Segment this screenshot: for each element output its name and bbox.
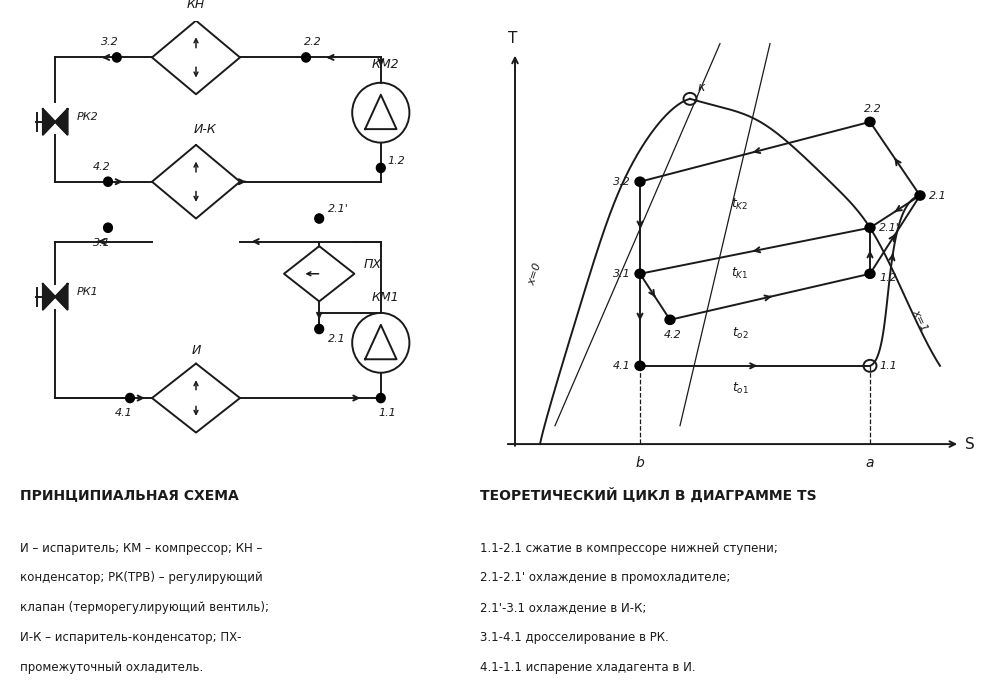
Text: КН: КН xyxy=(187,0,205,12)
Text: 2.2: 2.2 xyxy=(864,104,881,113)
Text: КМ1: КМ1 xyxy=(371,291,399,304)
Text: конденсатор; РК(ТРВ) – регулирующий: конденсатор; РК(ТРВ) – регулирующий xyxy=(20,572,263,585)
Text: $t_{K2}$: $t_{K2}$ xyxy=(731,197,749,212)
Text: РК2: РК2 xyxy=(77,112,99,122)
Text: 1.1: 1.1 xyxy=(879,361,897,371)
Text: 2.1'-3.1 охлаждение в И-К;: 2.1'-3.1 охлаждение в И-К; xyxy=(480,601,646,614)
Circle shape xyxy=(865,117,875,126)
Text: И-К: И-К xyxy=(193,123,216,136)
Text: $t_{o2}$: $t_{o2}$ xyxy=(732,326,748,341)
Circle shape xyxy=(635,269,645,278)
Text: 2.2: 2.2 xyxy=(304,37,321,47)
Text: x=1: x=1 xyxy=(911,307,929,333)
Text: И: И xyxy=(191,344,201,357)
Polygon shape xyxy=(55,109,68,135)
Text: ПХ: ПХ xyxy=(363,258,381,271)
Text: 4.1: 4.1 xyxy=(115,408,132,418)
Text: 4.1: 4.1 xyxy=(613,361,631,371)
Text: x=0: x=0 xyxy=(527,261,543,286)
Text: a: a xyxy=(866,455,874,470)
Text: $t_{K1}$: $t_{K1}$ xyxy=(731,267,749,281)
Text: S: S xyxy=(965,436,975,451)
Polygon shape xyxy=(43,284,55,310)
Text: И – испаритель; КМ – компрессор; КН –: И – испаритель; КМ – компрессор; КН – xyxy=(20,541,262,554)
Text: 4.2: 4.2 xyxy=(93,161,110,172)
Circle shape xyxy=(104,177,112,186)
Circle shape xyxy=(126,394,134,403)
Circle shape xyxy=(665,315,675,324)
Text: И-К – испаритель-конденсатор; ПХ-: И-К – испаритель-конденсатор; ПХ- xyxy=(20,631,242,644)
Text: 1.2: 1.2 xyxy=(387,155,405,166)
Text: 2.1': 2.1' xyxy=(879,223,900,233)
Circle shape xyxy=(635,361,645,370)
Polygon shape xyxy=(43,109,55,135)
Text: 2.1: 2.1 xyxy=(328,334,346,344)
Text: 3.1: 3.1 xyxy=(93,238,110,248)
Circle shape xyxy=(915,191,925,200)
Circle shape xyxy=(865,269,875,278)
Text: 3.1: 3.1 xyxy=(613,269,631,279)
Circle shape xyxy=(635,177,645,186)
Text: 1.2: 1.2 xyxy=(879,273,897,283)
Text: клапан (терморегулирующий вентиль);: клапан (терморегулирующий вентиль); xyxy=(20,601,269,614)
Circle shape xyxy=(112,53,121,62)
Circle shape xyxy=(302,53,310,62)
Text: КМ2: КМ2 xyxy=(371,58,399,71)
Text: к: к xyxy=(698,81,705,94)
Text: $t_{o1}$: $t_{o1}$ xyxy=(732,381,748,396)
Text: ТЕОРЕТИЧЕСКИЙ ЦИКЛ В ДИАГРАММЕ TS: ТЕОРЕТИЧЕСКИЙ ЦИКЛ В ДИАГРАММЕ TS xyxy=(480,488,817,503)
Text: 1.1: 1.1 xyxy=(379,408,396,418)
Text: промежуточный охладитель.: промежуточный охладитель. xyxy=(20,661,203,674)
Text: 3.1-4.1 дросселирование в РК.: 3.1-4.1 дросселирование в РК. xyxy=(480,631,669,644)
Text: 3.2: 3.2 xyxy=(101,37,119,47)
Text: 2.1': 2.1' xyxy=(328,204,349,214)
Polygon shape xyxy=(55,284,68,310)
Text: 2.1: 2.1 xyxy=(929,190,947,201)
Text: 4.1-1.1 испарение хладагента в И.: 4.1-1.1 испарение хладагента в И. xyxy=(480,661,696,674)
Text: 2.1-2.1' охлаждение в промохладителе;: 2.1-2.1' охлаждение в промохладителе; xyxy=(480,572,730,585)
Text: ПРИНЦИПИАЛЬНАЯ СХЕМА: ПРИНЦИПИАЛЬНАЯ СХЕМА xyxy=(20,488,239,502)
Text: 1.1-2.1 сжатие в компрессоре нижней ступени;: 1.1-2.1 сжатие в компрессоре нижней ступ… xyxy=(480,541,778,554)
Circle shape xyxy=(376,164,385,172)
Text: РК1: РК1 xyxy=(77,287,99,297)
Circle shape xyxy=(315,324,324,334)
Circle shape xyxy=(865,223,875,232)
Text: b: b xyxy=(636,455,644,470)
Circle shape xyxy=(376,394,385,403)
Text: 3.2: 3.2 xyxy=(613,177,631,187)
Text: 4.2: 4.2 xyxy=(664,330,681,340)
Circle shape xyxy=(104,223,112,232)
Text: T: T xyxy=(508,31,517,46)
Circle shape xyxy=(315,214,324,223)
